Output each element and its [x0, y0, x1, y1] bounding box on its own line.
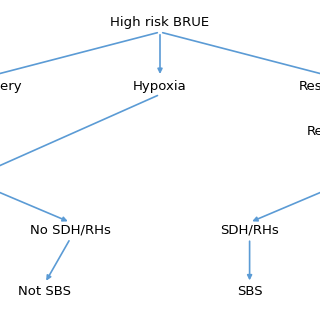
Text: Revived: Revived — [306, 125, 320, 138]
Text: Hypoxia: Hypoxia — [133, 80, 187, 93]
Text: High risk BRUE: High risk BRUE — [110, 16, 210, 29]
Text: SBS: SBS — [237, 285, 262, 298]
Text: Resuscita-: Resuscita- — [299, 80, 320, 93]
Text: No SDH/RHs: No SDH/RHs — [30, 224, 111, 237]
Text: s recovery: s recovery — [0, 80, 22, 93]
Text: Not SBS: Not SBS — [18, 285, 71, 298]
Text: SDH/RHs: SDH/RHs — [220, 224, 279, 237]
